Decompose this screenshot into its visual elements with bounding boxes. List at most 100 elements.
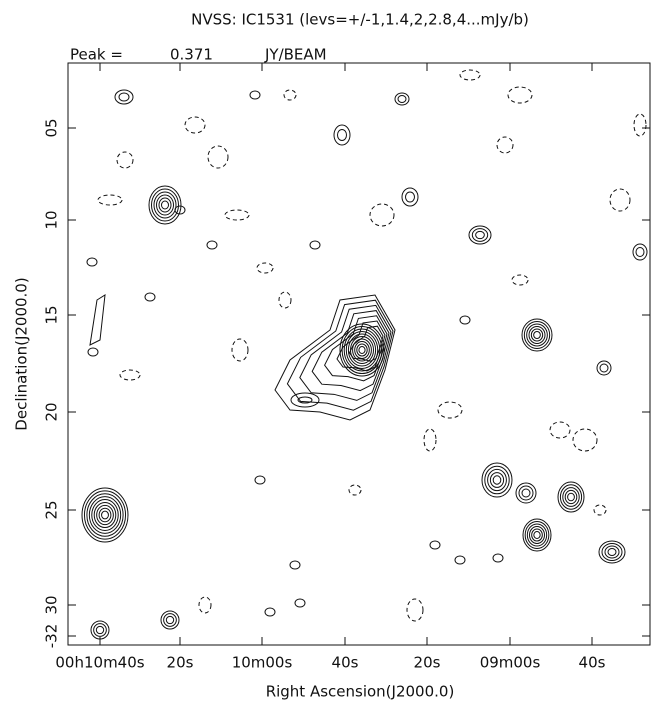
contour xyxy=(401,187,419,207)
contour xyxy=(423,428,437,452)
contour xyxy=(607,548,617,556)
peak-value: 0.371 xyxy=(170,46,213,64)
contour xyxy=(496,136,514,154)
x-tick-label: 10m00s xyxy=(232,654,293,672)
contour xyxy=(567,492,575,502)
contour xyxy=(609,188,631,212)
contour xyxy=(481,462,513,498)
contour xyxy=(206,240,218,250)
contour xyxy=(397,95,407,103)
contour xyxy=(144,292,156,302)
contour xyxy=(437,401,463,419)
contour xyxy=(604,545,620,559)
x-tick-label: 00h10m40s xyxy=(55,654,144,672)
plot-frame xyxy=(67,62,651,646)
x-tick-label: 09m00s xyxy=(480,654,541,672)
contour xyxy=(524,521,550,549)
contour xyxy=(151,188,179,222)
contour xyxy=(309,240,321,250)
contour xyxy=(523,321,551,349)
contour xyxy=(294,598,306,608)
contour xyxy=(274,294,396,421)
contour xyxy=(459,315,471,325)
contour xyxy=(632,243,648,261)
x-axis-label: Right Ascension(J2000.0) xyxy=(266,683,455,701)
chart-title: NVSS: IC1531 (levs=+/-1,1.4,2,2.8,4...mJ… xyxy=(191,11,529,29)
contour xyxy=(529,526,545,544)
y-tick-label: 30 xyxy=(43,595,61,614)
contour xyxy=(394,92,410,106)
contour xyxy=(86,257,98,267)
contour xyxy=(289,560,301,570)
contour xyxy=(297,396,313,404)
contour xyxy=(158,197,172,213)
contour xyxy=(81,487,129,543)
contour xyxy=(156,194,174,216)
contour xyxy=(231,338,249,362)
contour-layer xyxy=(81,69,648,640)
contour xyxy=(343,328,381,372)
y-tick-label: 05 xyxy=(43,118,61,137)
contour xyxy=(528,326,546,344)
contour xyxy=(475,230,485,240)
contour xyxy=(116,151,134,169)
contour xyxy=(118,92,130,102)
contour xyxy=(531,528,543,542)
contour xyxy=(598,540,626,564)
contour xyxy=(347,333,377,367)
contour xyxy=(91,499,119,531)
contour xyxy=(559,484,583,510)
contour xyxy=(522,518,552,552)
contour xyxy=(515,482,537,504)
contour xyxy=(88,496,122,534)
contour xyxy=(87,347,99,357)
contour xyxy=(489,472,505,488)
contour xyxy=(354,341,370,359)
y-tick-label: -32 xyxy=(43,624,61,649)
contour xyxy=(299,304,392,401)
contour xyxy=(492,475,502,485)
contour xyxy=(184,116,206,134)
contour xyxy=(601,543,623,561)
contour xyxy=(352,338,372,362)
contour xyxy=(521,488,531,498)
contour xyxy=(454,555,466,565)
contour xyxy=(95,625,105,635)
contour xyxy=(549,421,571,439)
contour xyxy=(96,504,114,526)
contour xyxy=(599,363,609,373)
contour xyxy=(89,294,106,346)
contour xyxy=(471,228,489,242)
contour xyxy=(533,531,541,539)
contour xyxy=(93,501,117,529)
contour xyxy=(511,274,529,286)
contour xyxy=(101,510,109,520)
contour xyxy=(369,203,395,227)
contour xyxy=(153,191,177,219)
contour xyxy=(161,200,169,210)
contour xyxy=(596,360,612,376)
contour xyxy=(564,489,578,505)
contour xyxy=(278,291,292,309)
contour xyxy=(290,392,320,408)
contour xyxy=(492,553,504,563)
contour xyxy=(459,69,481,81)
contour xyxy=(337,129,347,141)
contour xyxy=(148,185,182,225)
contour xyxy=(358,346,366,354)
contour xyxy=(254,475,266,485)
contour xyxy=(572,428,598,452)
contour xyxy=(198,596,212,614)
contour xyxy=(526,523,548,547)
contour xyxy=(119,369,141,381)
y-tick-label: 25 xyxy=(43,500,61,519)
contour xyxy=(350,336,374,364)
contour xyxy=(533,331,541,339)
contour xyxy=(324,315,388,382)
y-tick-label: 20 xyxy=(43,402,61,421)
contour xyxy=(341,326,383,374)
contour xyxy=(256,262,274,274)
y-axis-label: Declination(J2000.0) xyxy=(13,277,31,430)
contour xyxy=(562,487,580,507)
contour xyxy=(635,247,645,257)
